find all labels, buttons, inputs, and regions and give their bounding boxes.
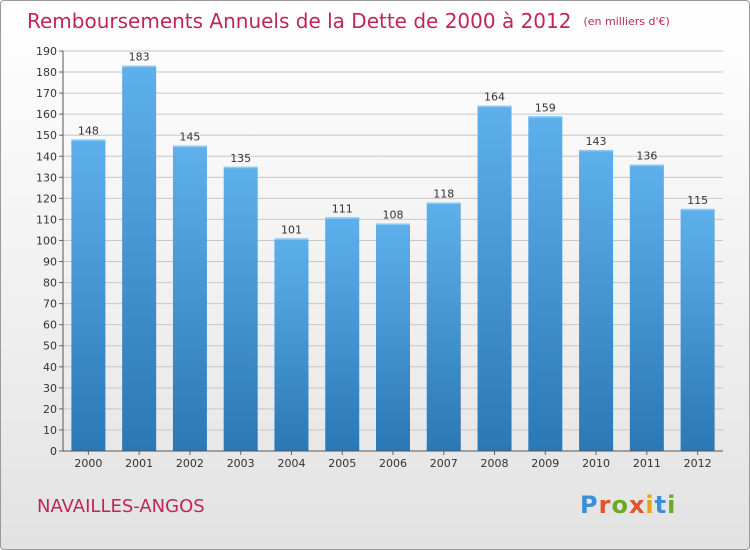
y-tick-label: 120 (36, 192, 57, 205)
x-tick-label: 2012 (684, 457, 712, 470)
y-tick-label: 190 (36, 45, 57, 58)
data-label: 164 (484, 91, 505, 104)
value-labels: 148 183 145 135 101 111 108 118 164 159 143 136 115 (78, 51, 708, 237)
y-tick-label: 180 (36, 66, 57, 79)
y-tick-label: 70 (43, 298, 57, 311)
data-label: 118 (433, 188, 454, 201)
x-tick-label: 2003 (227, 457, 255, 470)
y-tick-label: 90 (43, 256, 57, 269)
logo-letter: t (654, 491, 668, 519)
bar (528, 116, 563, 452)
proxiti-logo: Proxiti (580, 491, 676, 519)
bar-highlight (579, 149, 614, 152)
y-tick-label: 150 (36, 129, 57, 142)
y-tick-label: 110 (36, 213, 57, 226)
bar-highlight (71, 139, 106, 141)
bar-highlight (528, 116, 563, 118)
chart-unit-label: (en milliers d'€) (583, 15, 670, 28)
bar-highlight (223, 166, 258, 169)
bar-highlight (274, 238, 309, 240)
bar-highlight (172, 145, 207, 148)
data-label: 111 (332, 202, 353, 215)
logo-letter: i (667, 491, 677, 519)
bar (223, 166, 258, 451)
x-tick-label: 2006 (379, 457, 407, 470)
y-tick-label: 100 (36, 234, 57, 247)
bar (579, 149, 614, 451)
y-tick-label: 160 (36, 108, 57, 121)
data-label: 148 (78, 124, 99, 137)
bar (629, 164, 664, 451)
bar-highlight (680, 208, 715, 211)
y-tick-label: 170 (36, 87, 57, 100)
axes (62, 51, 723, 452)
y-tick-label: 30 (43, 382, 57, 395)
y-tick-label: 50 (43, 340, 57, 353)
y-tick-label: 10 (43, 424, 57, 437)
bar-highlight (122, 65, 157, 68)
x-tick-label: 2002 (176, 457, 204, 470)
x-tick-label: 2008 (481, 457, 509, 470)
y-tick-label: 130 (36, 171, 57, 184)
x-tick-label: 2007 (430, 457, 458, 470)
logo-letter: i (645, 491, 655, 519)
data-label: 159 (535, 101, 556, 114)
bar-highlight (426, 202, 461, 205)
bar-highlight (629, 164, 664, 167)
y-tick-label: 0 (50, 445, 57, 458)
logo-letter: o (611, 491, 629, 519)
data-label: 145 (179, 131, 200, 144)
bar-highlight (325, 217, 360, 219)
chart-title: Remboursements Annuels de la Dette de 20… (27, 9, 670, 33)
bar (325, 217, 360, 451)
data-label: 101 (281, 223, 302, 236)
x-tick-label: 2001 (125, 457, 153, 470)
bars (71, 65, 715, 452)
y-axis-labels: 0 10 20 30 40 50 60 70 80 90 100 110 120 130 140 150 160… (36, 45, 57, 458)
data-label: 108 (383, 209, 404, 222)
bar (122, 65, 157, 451)
bar (477, 105, 512, 451)
bar (376, 223, 410, 451)
bar (680, 208, 715, 451)
x-tick-label: 2010 (582, 457, 610, 470)
bar-highlight (376, 223, 410, 226)
y-tick-label: 80 (43, 277, 57, 290)
logo-letter: r (598, 491, 612, 519)
commune-name: NAVAILLES-ANGOS (37, 496, 205, 517)
x-tick-label: 2009 (531, 457, 559, 470)
bar (71, 139, 106, 451)
data-label: 143 (586, 135, 607, 148)
x-tick-label: 2004 (277, 457, 305, 470)
bar-highlight (477, 105, 512, 108)
logo-letter: x (628, 491, 646, 519)
bar (172, 145, 207, 451)
x-tick-label: 2011 (633, 457, 661, 470)
chart-title-text: Remboursements Annuels de la Dette de 20… (27, 9, 572, 33)
x-tick-label: 2005 (328, 457, 356, 470)
data-label: 115 (687, 194, 708, 207)
x-tick-label: 2000 (74, 457, 102, 470)
bar (274, 238, 309, 451)
y-tick-label: 140 (36, 150, 57, 163)
data-label: 135 (230, 152, 251, 165)
data-label: 183 (129, 51, 150, 64)
bar (426, 202, 461, 451)
y-tick-label: 40 (43, 361, 57, 374)
logo-letter: P (580, 491, 599, 519)
y-tick-label: 20 (43, 403, 57, 416)
data-label: 136 (636, 150, 657, 163)
y-tick-label: 60 (43, 319, 57, 332)
x-axis-labels: 2000 2001 2002 2003 2004 2005 2006 2007 2008 2009… (74, 451, 712, 470)
